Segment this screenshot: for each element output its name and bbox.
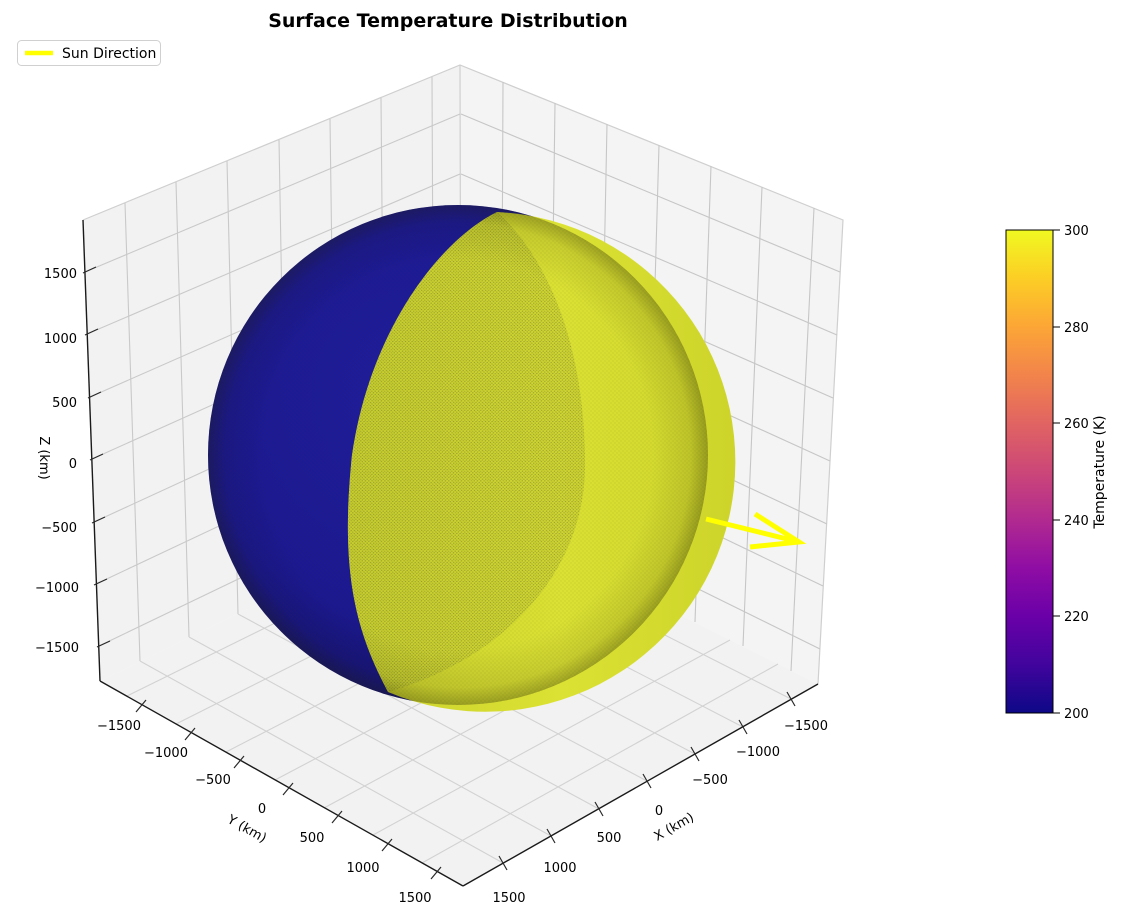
y-tick-label: 0 xyxy=(258,802,266,817)
x-tick-label: 500 xyxy=(597,831,622,846)
colorbar-tick-label: 280 xyxy=(1064,321,1089,336)
x-axis-spine xyxy=(462,683,819,887)
y-tick-label: −1500 xyxy=(97,719,141,734)
z-axis-label: Z (km) xyxy=(36,436,51,479)
colorbar-ticks xyxy=(1053,229,1060,714)
z-tick-label: −500 xyxy=(41,521,77,536)
y-axis-spine xyxy=(99,680,464,887)
z-tick-label: 1000 xyxy=(44,332,77,347)
y-tick-label: 1000 xyxy=(346,861,379,876)
axes3d-spines xyxy=(82,219,819,887)
temperature-sphere xyxy=(208,205,736,712)
sphere-limb-shading xyxy=(208,205,708,705)
z-tick-label: −1000 xyxy=(35,581,79,596)
colorbar-label: Temperature (K) xyxy=(1092,415,1108,529)
plot-title: Surface Temperature Distribution xyxy=(268,10,628,32)
z-axis-ticks xyxy=(82,266,111,648)
colorbar-tick-label: 300 xyxy=(1064,224,1089,239)
colorbar-gradient xyxy=(1005,229,1054,714)
y-tick-label: 500 xyxy=(300,831,325,846)
y-tick-label: 1500 xyxy=(398,891,431,906)
x-tick-label: 1000 xyxy=(543,861,576,876)
sun-arrow-shaft xyxy=(705,516,800,545)
z-tick-labels: 1500 1000 500 0 −500 −1000 −1500 xyxy=(35,267,79,656)
x-tick-label: −1500 xyxy=(784,719,828,734)
x-tick-label: 0 xyxy=(655,804,663,819)
sun-direction-arrow xyxy=(705,511,807,550)
colorbar-tick-label: 200 xyxy=(1064,707,1089,722)
colorbar-tick-label: 240 xyxy=(1064,514,1089,529)
z-axis-spine xyxy=(82,219,101,682)
legend-box xyxy=(17,40,161,66)
x-tick-label: 1500 xyxy=(492,891,525,906)
y-axis-ticks xyxy=(135,699,442,880)
y-tick-label: −1000 xyxy=(144,746,188,761)
x-tick-labels: 1500 1000 500 0 −500 −1000 −1500 xyxy=(492,719,828,906)
z-tick-label: −1500 xyxy=(35,641,79,656)
colorbar-tick-label: 220 xyxy=(1064,610,1089,625)
y-tick-labels: −1500 −1000 −500 0 500 1000 1500 xyxy=(97,719,432,906)
colorbar-tick-labels: 300 280 260 240 220 200 xyxy=(1064,224,1089,722)
x-tick-label: −500 xyxy=(692,773,728,788)
colorbar: 300 280 260 240 220 200 Temperature (K) xyxy=(1005,224,1108,722)
x-axis-ticks xyxy=(498,691,796,871)
sun-arrow-head xyxy=(749,511,807,550)
y-axis-label: Y (km) xyxy=(224,812,269,846)
x-tick-label: −1000 xyxy=(736,745,780,760)
z-tick-label: 500 xyxy=(52,396,77,411)
legend: Sun Direction xyxy=(17,40,161,66)
legend-label: Sun Direction xyxy=(62,46,156,62)
z-tick-label: 0 xyxy=(69,457,77,472)
colorbar-tick-label: 260 xyxy=(1064,417,1089,432)
z-tick-label: 1500 xyxy=(44,267,77,282)
y-tick-label: −500 xyxy=(195,773,231,788)
